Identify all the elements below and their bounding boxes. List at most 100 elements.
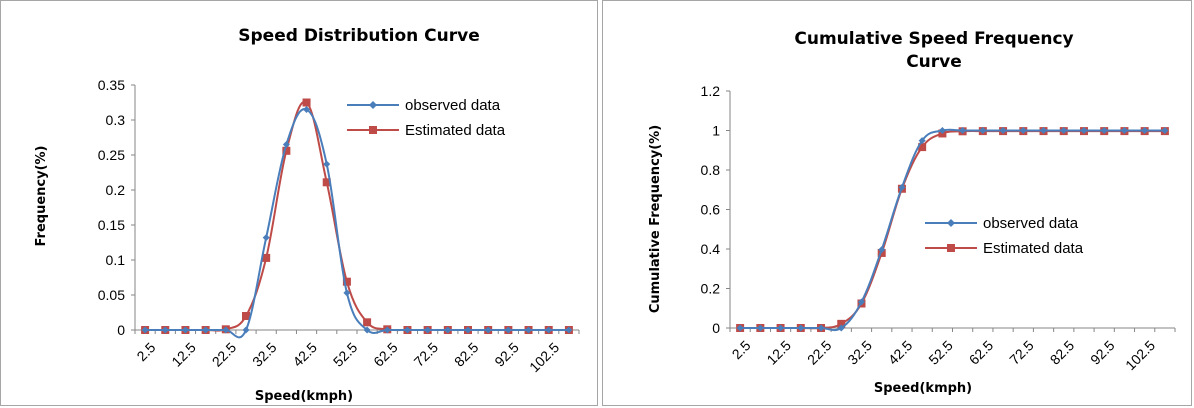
legend-observed-label: observed data	[405, 97, 501, 114]
legend-observed-marker	[947, 219, 955, 227]
speed-distribution-svg: Speed Distribution Curve Speed(kmph) Fre…	[34, 26, 580, 404]
data-point-observed	[1080, 127, 1088, 134]
data-point-observed	[1100, 127, 1108, 134]
data-point-observed	[323, 160, 331, 168]
data-point-observed	[918, 137, 926, 145]
data-point-observed	[979, 127, 987, 134]
y-tick-label: 0.4	[701, 241, 721, 257]
data-point-observed	[141, 326, 149, 334]
x-tick-label: 72.5	[1006, 337, 1037, 368]
y-tick-label: 0	[712, 320, 720, 336]
data-point-observed	[1060, 127, 1068, 134]
y-tick-label: 0.25	[98, 147, 125, 163]
y-tick-label: 0.8	[701, 162, 721, 178]
x-tick-label: 32.5	[249, 339, 280, 370]
data-point-observed	[161, 326, 169, 334]
speed-distribution-chart: Speed Distribution Curve Speed(kmph) Fre…	[0, 0, 598, 406]
series-line-estimated	[740, 130, 1165, 330]
legend-observed-marker	[369, 101, 377, 109]
data-point-observed	[383, 326, 391, 334]
x-tick-label: 22.5	[209, 339, 240, 370]
data-point-observed	[424, 326, 432, 334]
y-tick-label: 0	[117, 322, 125, 338]
data-point-observed	[504, 326, 512, 334]
data-point-observed	[222, 326, 230, 334]
chart-title: Speed Distribution Curve	[238, 26, 479, 46]
data-point-observed	[756, 324, 764, 332]
y-tick-label: 0.6	[701, 202, 721, 218]
y-tick-label: 0.05	[98, 287, 125, 303]
data-point-estimated	[918, 143, 927, 152]
data-point-observed	[878, 246, 886, 254]
data-point-observed	[1019, 127, 1027, 134]
x-tick-label: 82.5	[451, 339, 482, 370]
data-point-observed	[403, 326, 411, 334]
data-point-estimated	[302, 98, 311, 107]
x-tick-label: 52.5	[925, 337, 956, 368]
data-point-observed	[959, 127, 967, 134]
x-tick-label: 52.5	[330, 339, 361, 370]
data-point-observed	[938, 127, 946, 134]
data-point-observed	[262, 234, 270, 242]
x-tick-label: 72.5	[411, 339, 442, 370]
data-point-estimated	[282, 146, 291, 155]
legend-estimated-marker	[947, 244, 955, 252]
data-point-observed	[181, 326, 189, 334]
y-axis-label: Cumulative Frequency(%)	[648, 125, 663, 313]
x-tick-label: 42.5	[289, 339, 320, 370]
x-tick-label: 12.5	[168, 339, 199, 370]
data-point-observed	[1040, 127, 1048, 134]
y-tick-label: 0.15	[98, 217, 125, 233]
data-point-estimated	[363, 318, 372, 327]
x-tick-label: 62.5	[966, 337, 997, 368]
x-tick-label: 12.5	[763, 337, 794, 368]
x-tick-label: 2.5	[133, 339, 158, 364]
data-point-observed	[1141, 127, 1149, 134]
x-axis-label: Speed(kmph)	[255, 389, 353, 404]
x-tick-label: 32.5	[844, 337, 875, 368]
chart-title-line-1: Cumulative Speed Frequency	[794, 29, 1073, 49]
legend-estimated-label: Estimated data	[983, 240, 1084, 257]
data-point-observed	[777, 324, 785, 332]
x-tick-label: 92.5	[491, 339, 522, 370]
data-point-estimated	[262, 253, 271, 262]
data-point-observed	[837, 324, 845, 332]
data-point-observed	[525, 326, 533, 334]
y-tick-label: 0.1	[106, 252, 126, 268]
data-point-observed	[242, 326, 250, 334]
data-point-observed	[484, 326, 492, 334]
data-point-estimated	[837, 319, 846, 328]
data-point-observed	[202, 326, 210, 334]
y-tick-label: 0.3	[106, 112, 126, 128]
x-tick-label: 102.5	[526, 339, 562, 375]
x-tick-label: 102.5	[1122, 337, 1158, 373]
data-point-observed	[565, 326, 573, 334]
legend-observed-label: observed data	[983, 215, 1079, 232]
y-tick-label: 1	[712, 123, 720, 139]
data-point-observed	[857, 298, 865, 306]
series-line-observed	[145, 108, 569, 339]
cumulative-frequency-svg: Cumulative Speed Frequency Curve Speed(k…	[648, 29, 1176, 396]
data-point-observed	[1161, 127, 1169, 134]
data-point-observed	[464, 326, 472, 334]
y-tick-label: 0.35	[98, 77, 125, 93]
series-line-estimated	[145, 100, 569, 332]
data-point-observed	[736, 324, 744, 332]
data-point-observed	[817, 324, 825, 332]
data-point-observed	[363, 326, 371, 334]
data-point-observed	[999, 127, 1007, 134]
y-tick-label: 0.2	[701, 281, 721, 297]
legend: observed data Estimated data	[925, 215, 1084, 257]
y-tick-label: 1.2	[701, 83, 721, 99]
x-axis-label: Speed(kmph)	[874, 381, 972, 396]
data-point-observed	[282, 141, 290, 148]
series-line-observed	[740, 128, 1165, 332]
data-point-estimated	[342, 277, 351, 286]
data-point-observed	[545, 326, 553, 334]
x-tick-label: 62.5	[370, 339, 401, 370]
data-point-observed	[343, 289, 351, 297]
data-point-estimated	[242, 312, 250, 320]
x-tick-label: 22.5	[804, 337, 835, 368]
legend: observed data Estimated data	[347, 97, 506, 139]
legend-estimated-label: Estimated data	[405, 122, 506, 139]
